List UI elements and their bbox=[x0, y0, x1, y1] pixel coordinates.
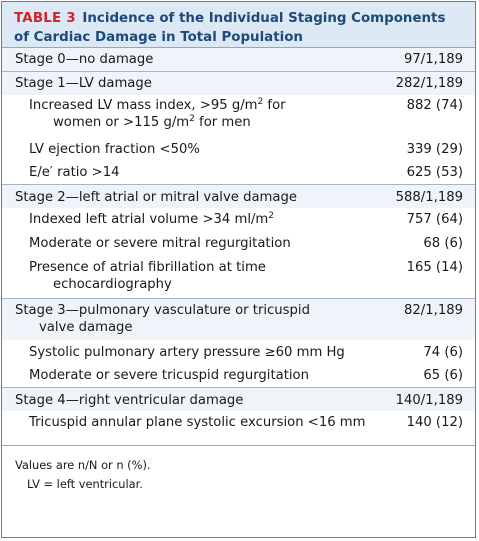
row-value: 140 (12) bbox=[406, 415, 463, 430]
table-row-stage-0: Stage 0—no damage 97/1,189 bbox=[2, 48, 475, 71]
table-footnotes: Values are n/N or n (%). LV = left ventr… bbox=[2, 445, 475, 505]
row-value: 882 (74) bbox=[406, 98, 463, 113]
row-label: E/e′ ratio >14 bbox=[29, 165, 120, 180]
table-title: TABLE 3 Incidence of the Individual Stag… bbox=[14, 9, 463, 47]
row-label: Stage 3—pulmonary vasculature or tricusp… bbox=[2, 297, 391, 340]
row-label: Moderate or severe mitral regurgitation bbox=[29, 236, 291, 251]
row-label: Stage 4—right ventricular damage bbox=[2, 386, 391, 411]
row-value: 74 (6) bbox=[423, 345, 463, 360]
row-value: 282/1,189 bbox=[390, 70, 475, 95]
row-value: 165 (14) bbox=[406, 260, 463, 275]
row-value: 65 (6) bbox=[423, 368, 463, 383]
table-row: Presence of atrial fibrillation at time e… bbox=[2, 256, 475, 298]
table-row: Indexed left atrial volume >34 ml/m2 757… bbox=[2, 208, 475, 232]
table-title-text: Incidence of the Individual Staging Comp… bbox=[14, 11, 446, 45]
row-label: Stage 2—left atrial or mitral valve dama… bbox=[2, 183, 391, 208]
table-row: Systolic pulmonary artery pressure ≥60 m… bbox=[2, 340, 475, 364]
row-value: 757 (64) bbox=[406, 212, 463, 227]
footnote-abbreviation: LV = left ventricular. bbox=[27, 477, 143, 491]
row-value: 625 (53) bbox=[406, 165, 463, 180]
table-row: Tricuspid annular plane systolic excursi… bbox=[2, 411, 475, 445]
row-value: 140/1,189 bbox=[390, 386, 475, 411]
table-row: E/e′ ratio >14 625 (53) bbox=[2, 161, 475, 184]
row-value: 68 (6) bbox=[423, 236, 463, 251]
table-row: Moderate or severe tricuspid regurgitati… bbox=[2, 364, 475, 387]
row-value: 588/1,189 bbox=[390, 183, 475, 208]
row-label: Increased LV mass index, >95 g/m2 for wom… bbox=[29, 97, 286, 131]
row-value: 97/1,189 bbox=[390, 48, 475, 71]
row-label: Moderate or severe tricuspid regurgitati… bbox=[29, 368, 309, 383]
table-row-stage-2: Stage 2—left atrial or mitral valve dama… bbox=[2, 183, 475, 208]
footnote-values: Values are n/N or n (%). bbox=[15, 458, 151, 472]
table-label: TABLE 3 bbox=[14, 11, 76, 26]
row-value: 339 (29) bbox=[406, 142, 463, 157]
row-label: Systolic pulmonary artery pressure ≥60 m… bbox=[29, 345, 345, 360]
table-row: LV ejection fraction <50% 339 (29) bbox=[2, 137, 475, 161]
row-label: Indexed left atrial volume >34 ml/m2 bbox=[29, 211, 275, 228]
table-row-stage-1: Stage 1—LV damage 282/1,189 bbox=[2, 70, 475, 95]
table-row: Increased LV mass index, >95 g/m2 for wom… bbox=[2, 95, 475, 137]
table-row-stage-4: Stage 4—right ventricular damage 140/1,1… bbox=[2, 386, 475, 411]
staging-table: Stage 0—no damage 97/1,189 Stage 1—LV da… bbox=[2, 48, 475, 445]
row-value: 82/1,189 bbox=[390, 297, 475, 340]
row-label: Presence of atrial fibrillation at time e… bbox=[29, 260, 266, 292]
row-label: Stage 0—no damage bbox=[2, 48, 391, 71]
row-label: Tricuspid annular plane systolic excursi… bbox=[29, 415, 366, 430]
table-row-stage-3: Stage 3—pulmonary vasculature or tricusp… bbox=[2, 297, 475, 340]
row-label: LV ejection fraction <50% bbox=[29, 142, 200, 157]
table-row: Moderate or severe mitral regurgitation … bbox=[2, 232, 475, 256]
row-label: Stage 1—LV damage bbox=[2, 70, 391, 95]
table-title-box: TABLE 3 Incidence of the Individual Stag… bbox=[2, 2, 475, 48]
